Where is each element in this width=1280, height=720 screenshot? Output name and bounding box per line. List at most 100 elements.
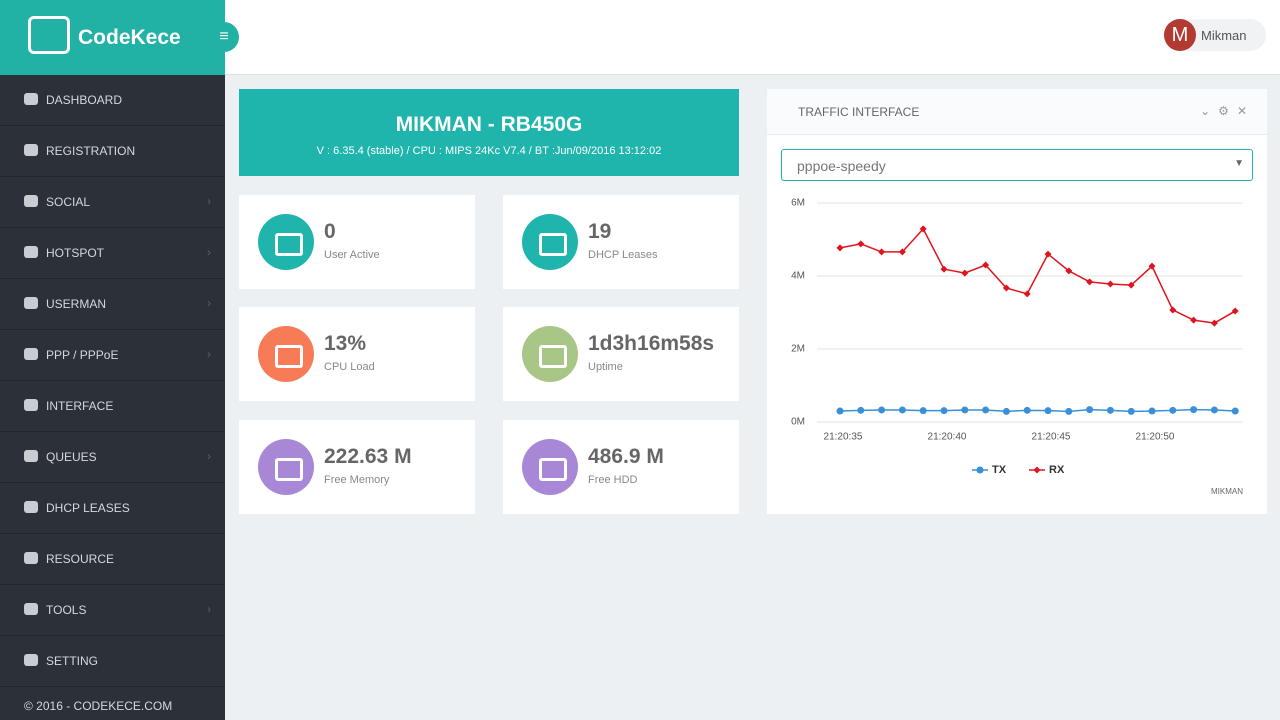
stat-value: 13% (324, 332, 367, 355)
legend-marker (1033, 466, 1041, 474)
avatar: M (1164, 19, 1196, 51)
stat-value: 222.63 M (324, 445, 412, 468)
y-tick-label: 4M (791, 271, 805, 282)
y-tick-label: 2M (791, 344, 805, 355)
point (1210, 406, 1218, 414)
stat-label: User Active (324, 249, 380, 261)
chevron: › (207, 449, 211, 463)
menu-item[interactable]: SETTING (0, 636, 225, 687)
menu-item[interactable]: DASHBOARD (0, 75, 225, 126)
menu-item[interactable]: USERMAN › (0, 279, 225, 330)
menu-item[interactable]: DHCP LEASES (0, 483, 225, 534)
menu-label: TOOLS (46, 603, 87, 617)
menu-toggle[interactable]: ≡ (209, 22, 239, 52)
point (1106, 406, 1114, 414)
menu-item[interactable]: INTERFACE (0, 381, 225, 432)
point (1127, 281, 1135, 289)
menu-label: HOTSPOT (46, 246, 105, 260)
point (857, 406, 865, 414)
point (836, 244, 844, 252)
stat-card: 486.9 M Free HDD (503, 420, 739, 514)
point (1190, 406, 1198, 414)
panel-title: TRAFFIC INTERFACE (798, 105, 920, 119)
chevron: › (207, 602, 211, 616)
point (982, 261, 990, 269)
menu-item[interactable]: TOOLS › (0, 585, 225, 636)
legend-label: TX (992, 464, 1007, 476)
logo (28, 16, 70, 54)
point (878, 406, 886, 414)
point (1065, 267, 1073, 275)
point (1002, 284, 1010, 292)
stat-value: 1d3h16m58s (588, 332, 715, 355)
menu-item[interactable]: SOCIAL › (0, 177, 225, 228)
stat-card: 222.63 M Free Memory (239, 420, 475, 514)
panel-tools[interactable]: ⌄⚙✕ (1200, 104, 1255, 118)
select-arrow: ▼ (1234, 158, 1244, 169)
point (1169, 406, 1177, 414)
point (1065, 407, 1073, 415)
chevron: › (207, 245, 211, 259)
interface-select[interactable]: pppoe-speedy ▼ (781, 149, 1253, 181)
series-line (839, 227, 1236, 324)
panel-header: TRAFFIC INTERFACE ⌄⚙✕ (767, 89, 1267, 135)
menu-label: QUEUES (46, 450, 97, 464)
point (1169, 306, 1177, 314)
stat-value: 486.9 M (588, 445, 664, 468)
topbar: M Mikman (225, 0, 1280, 75)
point (1231, 307, 1239, 315)
chevron: › (207, 296, 211, 310)
x-tick-label: 21:20:40 (928, 432, 967, 443)
point (1106, 280, 1114, 288)
icon (258, 439, 314, 495)
banner-subtitle: V : 6.35.4 (stable) / CPU : MIPS 24Kc V7… (316, 145, 662, 157)
point (1002, 407, 1010, 415)
point (982, 406, 990, 414)
user-menu[interactable]: M Mikman (1164, 19, 1266, 51)
icon (522, 214, 578, 270)
point (1148, 262, 1156, 270)
point (1044, 407, 1052, 415)
icon (258, 326, 314, 382)
stat-value: 19 (588, 220, 612, 243)
x-tick-label: 21:20:45 (1032, 432, 1071, 443)
stat-card: 0 User Active (239, 195, 475, 289)
stat-label: Uptime (588, 361, 623, 373)
menu-item[interactable]: RESOURCE (0, 534, 225, 585)
point (1127, 407, 1135, 415)
point (898, 248, 906, 256)
point (1210, 319, 1218, 327)
stat-value: 0 (324, 220, 336, 243)
menu-item[interactable]: PPP / PPPoE › (0, 330, 225, 381)
stat-label: CPU Load (324, 361, 375, 373)
point (919, 407, 927, 415)
x-tick-label: 21:20:50 (1136, 432, 1175, 443)
menu-item[interactable]: QUEUES › (0, 432, 225, 483)
point (836, 407, 844, 415)
stat-label: Free HDD (588, 474, 638, 486)
stat-label: Free Memory (324, 474, 390, 486)
point (1086, 406, 1094, 414)
traffic-panel: 0M 2M 4M 6M 21:20:35 21:20:40 21:20:45 21:20:50… (767, 89, 1267, 514)
banner: MIKMAN - RB450G V : 6.35.4 (stable) / CP… (239, 89, 739, 176)
brand[interactable]: CodeKece (0, 0, 225, 75)
legend-label: RX (1049, 464, 1065, 476)
menu-label: SOCIAL (46, 195, 91, 209)
point (1023, 290, 1031, 298)
point (1231, 407, 1239, 415)
footer: © 2016 - CODEKECE.COM (24, 699, 173, 713)
stat-card: 13% CPU Load (239, 307, 475, 401)
icon (522, 439, 578, 495)
point (1086, 278, 1094, 286)
menu-item[interactable]: REGISTRATION (0, 126, 225, 177)
point (961, 406, 969, 414)
legend-marker (976, 466, 984, 474)
sidebar: CodeKece DASHBOARD REGISTRATION SOCIAL › … (0, 0, 225, 720)
x-tick-label: 21:20:35 (824, 432, 863, 443)
menu-item[interactable]: HOTSPOT › (0, 228, 225, 279)
chart: 0M 2M 4M 6M 21:20:35 21:20:40 21:20:45 21:20:50… (791, 198, 1243, 496)
user-name: Mikman (1201, 28, 1247, 43)
y-tick-label: 6M (791, 198, 805, 209)
point (1148, 407, 1156, 415)
